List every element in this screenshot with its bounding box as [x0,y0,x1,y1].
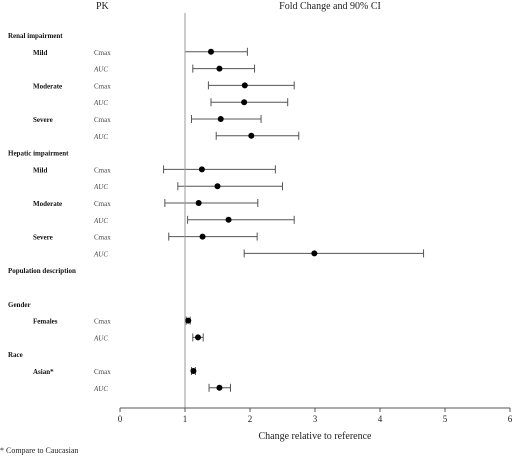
pk-parameter-label: Cmax [94,166,111,174]
pk-parameter-label: Cmax [94,200,111,208]
subgroup-label: Severe [33,234,53,242]
chart-title: Fold Change and 90% CI [279,1,381,12]
pk-parameter-label: AUC [93,217,108,225]
pk-parameter-label: AUC [93,66,108,74]
x-tick-label: 6 [508,414,513,424]
group-label: Population description [8,267,76,275]
x-tick-label: 0 [118,414,123,424]
point-estimate [214,183,221,190]
pk-parameter-label: Cmax [94,318,111,326]
x-tick-label: 3 [313,414,318,424]
footnote: * Compare to Caucasian [0,446,78,455]
pk-parameter-label: AUC [93,99,108,107]
pk-parameter-label: Cmax [94,368,111,376]
point-estimate [241,82,248,89]
subgroup-label: Severe [33,116,53,124]
pk-parameter-label: Cmax [94,49,111,57]
point-estimate [225,216,232,223]
pk-parameter-label: AUC [93,250,108,258]
x-tick-label: 4 [378,414,383,424]
group-label: Gender [8,301,31,309]
x-axis: 0 1 2 3 4 5 6 [118,13,513,424]
point-estimate [217,116,224,122]
point-estimate [199,233,206,240]
point-estimate [198,166,205,173]
x-axis-label: Change relative to reference [259,431,373,442]
pk-parameter-label: AUC [93,385,108,393]
pk-column-header: PK [96,1,110,12]
x-tick-label: 5 [443,414,448,424]
subgroup-label: Mild [33,49,47,57]
subgroup-label: Asian* [33,368,54,376]
pk-parameter-label: Cmax [94,234,111,242]
point-estimate [311,250,318,257]
point-estimate [216,384,223,391]
pk-parameter-label: AUC [93,334,108,342]
group-label: Hepatic impairment [8,150,69,158]
subgroup-label: Females [33,318,58,326]
pk-parameter-label: AUC [93,133,108,141]
x-tick-label: 2 [248,414,253,424]
rows-layer: Renal impairment Mild Cmax AUC Moderate Cmax A… [8,32,425,393]
point-estimate [185,317,192,324]
subgroup-label: Moderate [33,200,62,208]
subgroup-label: Mild [33,166,47,174]
pk-parameter-label: Cmax [94,116,111,124]
point-estimate [195,334,201,341]
pk-parameter-label: Cmax [94,82,111,90]
point-estimate [195,200,202,206]
point-estimate [216,65,223,72]
pk-parameter-label: AUC [93,183,108,191]
x-tick-label: 1 [183,414,188,424]
point-estimate [248,132,255,139]
point-estimate [190,368,197,374]
point-estimate [241,99,248,106]
group-label: Race [8,351,23,359]
group-label: Renal impairment [8,32,63,40]
subgroup-label: Moderate [33,82,62,90]
point-estimate [208,48,214,55]
